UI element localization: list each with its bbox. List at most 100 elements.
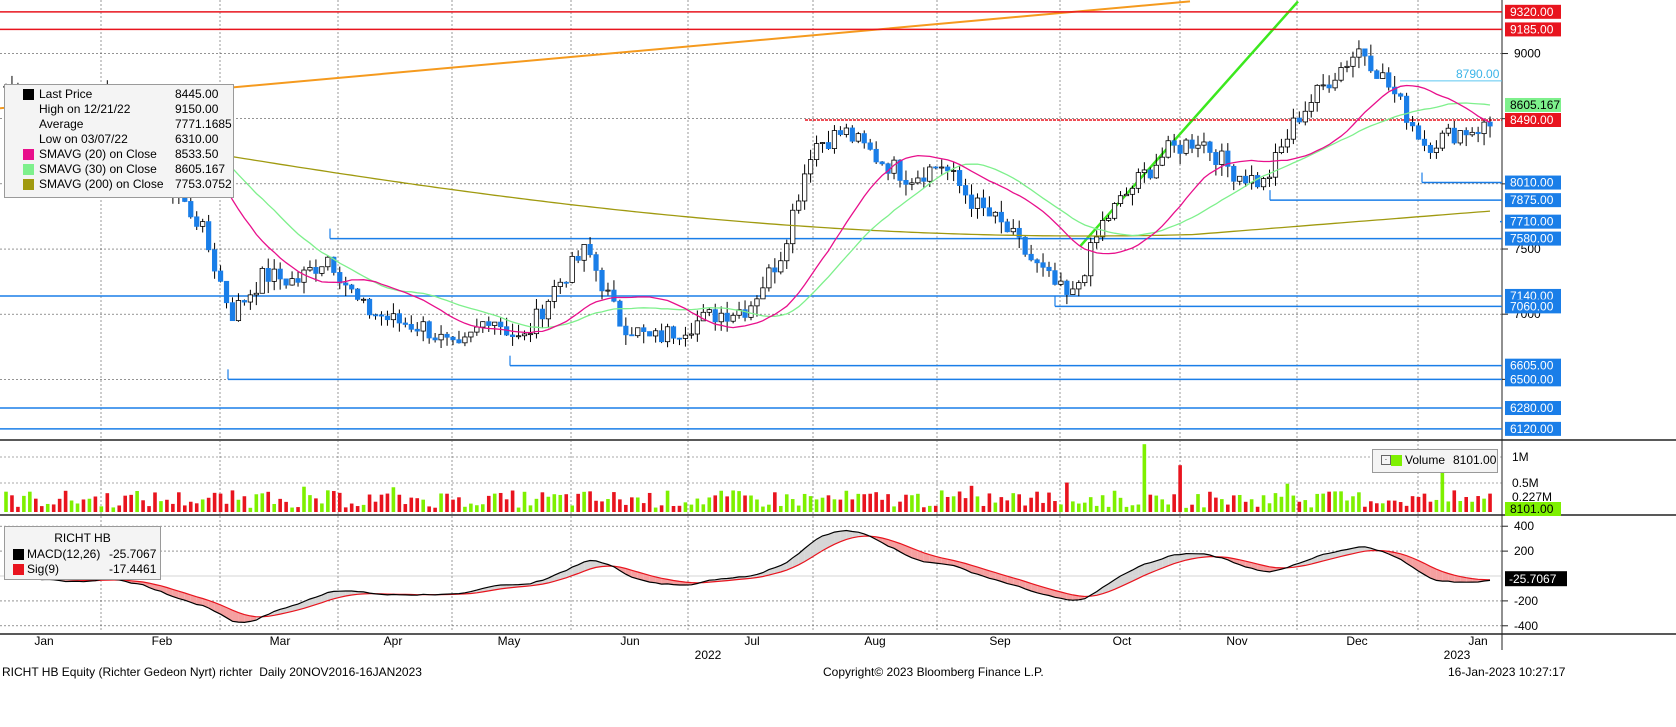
price-legend: Last Price 8445.00 High on 12/21/22 9150… bbox=[4, 84, 234, 198]
volume-bar bbox=[1404, 505, 1409, 512]
candle-body bbox=[492, 321, 498, 326]
volume-bar bbox=[1422, 493, 1427, 512]
volume-bar bbox=[630, 497, 634, 512]
level-label-bg bbox=[1505, 4, 1561, 19]
month-label: Mar bbox=[270, 634, 291, 648]
volume-bar bbox=[1148, 494, 1153, 512]
candle-body bbox=[486, 321, 492, 326]
volume-bar bbox=[707, 497, 712, 512]
volume-bar bbox=[409, 497, 414, 512]
candle-body bbox=[1123, 193, 1130, 197]
volume-bar bbox=[1369, 501, 1373, 512]
candle-body bbox=[1344, 65, 1350, 68]
candle-body bbox=[1165, 140, 1171, 158]
month-label: Aug bbox=[864, 634, 885, 648]
volume-bar bbox=[826, 495, 831, 512]
macd-fill bbox=[810, 539, 817, 558]
volume-bar bbox=[534, 498, 539, 512]
volume-bar bbox=[332, 491, 336, 512]
volume-bar bbox=[63, 490, 68, 512]
macd-fill bbox=[1436, 569, 1443, 582]
macd-fill bbox=[578, 561, 585, 574]
volume-bar bbox=[1255, 506, 1260, 512]
volume-bar bbox=[93, 496, 98, 512]
candle-body bbox=[569, 255, 575, 283]
month-label: Oct bbox=[1113, 634, 1132, 648]
candle-body bbox=[1004, 221, 1010, 233]
macd-fill bbox=[1341, 549, 1347, 557]
candle-body bbox=[378, 314, 385, 317]
volume-bar bbox=[1231, 495, 1236, 512]
volume-tick-label: 0.5M bbox=[1512, 476, 1539, 490]
volume-bar bbox=[1410, 496, 1415, 512]
volume-bar bbox=[320, 503, 324, 512]
volume-bar bbox=[212, 492, 217, 512]
volume-bar bbox=[1488, 493, 1492, 512]
candle-body bbox=[939, 166, 945, 169]
volume-bar bbox=[796, 505, 801, 512]
volume-bar bbox=[194, 503, 199, 512]
volume-bar bbox=[588, 491, 592, 512]
month-label: May bbox=[498, 634, 521, 648]
candle-body bbox=[790, 209, 796, 245]
volume-bar bbox=[385, 493, 390, 512]
macd-fill bbox=[309, 597, 316, 607]
macd-fill bbox=[1007, 576, 1014, 585]
candle-body bbox=[206, 221, 212, 251]
candle-body bbox=[1016, 227, 1022, 238]
level-label-bg bbox=[1505, 358, 1561, 373]
macd-fill bbox=[1335, 550, 1342, 558]
volume-bar bbox=[355, 506, 360, 512]
macd-fill bbox=[590, 560, 597, 570]
volume-bar bbox=[1357, 492, 1361, 512]
candle-body bbox=[408, 324, 414, 330]
volume-bar bbox=[641, 503, 646, 512]
macd-fill bbox=[1424, 563, 1431, 579]
candle-body bbox=[1451, 127, 1457, 144]
candle-body bbox=[1147, 169, 1153, 179]
volume-bar bbox=[403, 504, 408, 512]
macd-fill bbox=[977, 567, 984, 577]
candle-body bbox=[1100, 220, 1106, 238]
candle-body bbox=[1404, 95, 1410, 123]
volume-bar bbox=[475, 505, 479, 512]
volume-bar bbox=[659, 505, 664, 512]
price-pane: 8790.00 bbox=[0, 0, 1502, 430]
candle-body bbox=[563, 281, 569, 284]
candle-body bbox=[1266, 176, 1273, 179]
candle-body bbox=[545, 300, 551, 320]
candle-body bbox=[1255, 175, 1261, 188]
candle-body bbox=[1064, 280, 1070, 295]
level-label: 6280.00 bbox=[1510, 401, 1554, 415]
volume-bar bbox=[773, 492, 777, 512]
candle-body bbox=[289, 278, 295, 286]
macd-fill bbox=[983, 568, 990, 579]
smavg-30-line bbox=[5, 85, 1491, 329]
volume-bar bbox=[469, 503, 473, 512]
volume-bar bbox=[260, 493, 265, 512]
volume-bar bbox=[522, 491, 527, 512]
volume-tick-label: 0.227M bbox=[1512, 490, 1552, 504]
candle-body bbox=[736, 309, 742, 316]
candle-body bbox=[1076, 282, 1082, 290]
volume-bar bbox=[1440, 454, 1445, 512]
volume-bar bbox=[1071, 501, 1075, 512]
macd-fill bbox=[828, 532, 835, 548]
volume-bar bbox=[1065, 482, 1069, 512]
volume-bar bbox=[1196, 494, 1200, 512]
volume-bar bbox=[957, 491, 962, 512]
candle-body bbox=[259, 267, 265, 294]
volume-bar bbox=[39, 506, 44, 512]
candle-body bbox=[873, 148, 879, 163]
candle-body bbox=[1356, 48, 1362, 58]
candle-body bbox=[539, 308, 546, 320]
macd-fill bbox=[989, 570, 996, 580]
volume-bar bbox=[451, 499, 455, 512]
candle-body bbox=[1040, 262, 1046, 268]
copyright-text: Copyright© 2023 Bloomberg Finance L.P. bbox=[823, 665, 1044, 679]
volume-bar bbox=[647, 492, 652, 512]
volume-bar bbox=[177, 492, 181, 512]
volume-bar bbox=[767, 504, 771, 512]
volume-swatch bbox=[1391, 455, 1402, 466]
candle-body bbox=[1088, 242, 1094, 277]
